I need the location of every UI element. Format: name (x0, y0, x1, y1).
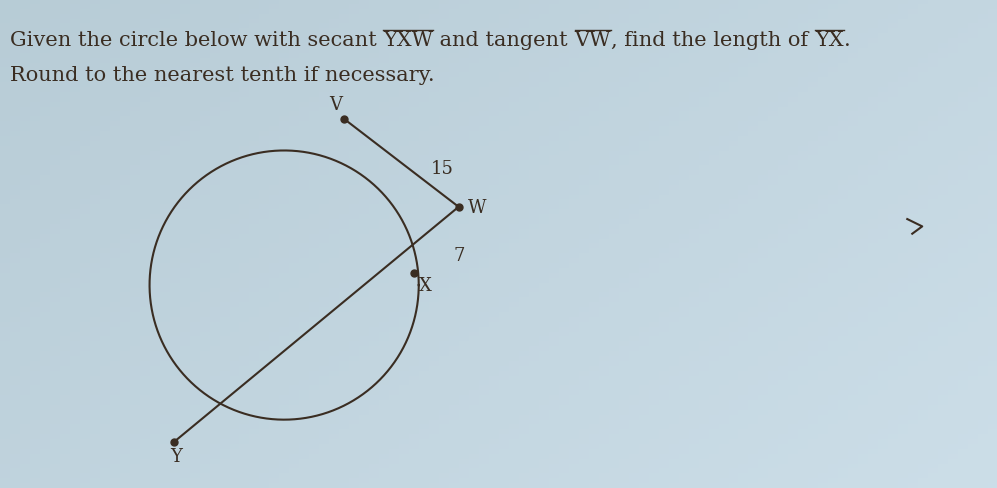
Text: and tangent: and tangent (434, 31, 574, 50)
Text: 15: 15 (431, 160, 454, 177)
Text: Round to the nearest tenth if necessary.: Round to the nearest tenth if necessary. (10, 65, 435, 84)
Text: YXW: YXW (383, 31, 434, 50)
Text: .: . (843, 31, 850, 50)
Text: Given the circle below with secant: Given the circle below with secant (10, 31, 383, 50)
Text: X: X (419, 276, 432, 294)
Text: YX: YX (816, 31, 843, 50)
Text: Y: Y (170, 447, 182, 466)
Text: VW: VW (574, 31, 611, 50)
Text: V: V (329, 96, 343, 114)
Text: W: W (469, 199, 487, 216)
Text: , find the length of: , find the length of (611, 31, 816, 50)
Text: 7: 7 (454, 246, 465, 264)
